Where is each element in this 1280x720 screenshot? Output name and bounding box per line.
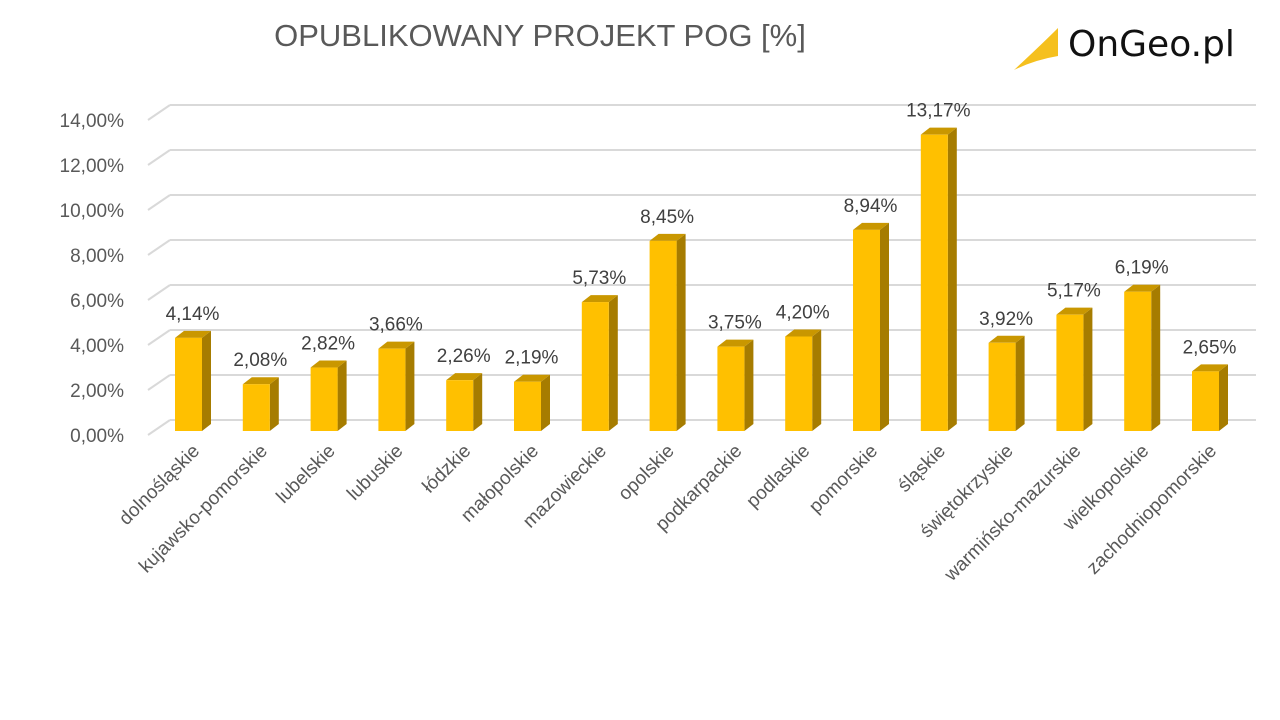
data-label: 6,19% xyxy=(1115,258,1169,279)
x-category-label: warmińsko-mazurskie xyxy=(940,441,1085,586)
bar xyxy=(310,360,347,431)
bar xyxy=(1124,284,1161,431)
bar xyxy=(175,330,211,431)
x-category-label: podlaskie xyxy=(743,441,815,513)
bar xyxy=(988,335,1025,431)
bar xyxy=(514,374,550,431)
bar xyxy=(1056,307,1093,431)
data-label: 3,92% xyxy=(979,309,1033,330)
x-category-label: łódzkie xyxy=(419,441,476,498)
y-tick-label: 4,00% xyxy=(70,336,124,357)
x-category-label: lubuskie xyxy=(343,441,407,505)
data-label: 4,20% xyxy=(776,303,830,324)
x-category-label: śląskie xyxy=(894,441,950,497)
data-label: 5,73% xyxy=(572,268,626,289)
y-tick-label: 12,00% xyxy=(60,156,125,177)
logo-text: OnGeo.pl xyxy=(1068,24,1235,65)
x-category-label: opolskie xyxy=(614,441,678,505)
data-label: 2,26% xyxy=(437,346,491,367)
data-label: 8,94% xyxy=(844,196,898,217)
bar xyxy=(581,295,618,431)
x-category-label: zachodniopomorskie xyxy=(1083,441,1221,579)
data-label: 3,66% xyxy=(369,315,423,336)
data-label: 2,82% xyxy=(301,334,355,355)
bar xyxy=(446,373,483,431)
bar xyxy=(649,233,686,431)
sail-logo-icon xyxy=(1014,28,1058,70)
x-category-label: lubelskie xyxy=(273,441,340,508)
y-axis-labels: 0,00% 2,00% 4,00% 6,00% 8,00% 10,00% 12,00% 14,… xyxy=(60,111,125,447)
data-labels: 4,14% 2,08% 2,82% 3,66% 2,26% 2,19% 5,73% 8,45%… xyxy=(166,101,1237,372)
bar xyxy=(378,341,415,431)
y-tick-label: 8,00% xyxy=(70,246,124,267)
data-label: 13,17% xyxy=(906,101,971,122)
data-label: 3,75% xyxy=(708,313,762,334)
data-label: 5,17% xyxy=(1047,281,1101,302)
ongeo-logo: OnGeo.pl xyxy=(1012,22,1252,74)
data-label: 4,14% xyxy=(166,304,220,325)
bar xyxy=(853,222,889,431)
x-category-label: kujawsko-pomorskie xyxy=(135,441,272,578)
data-label: 2,08% xyxy=(233,350,287,371)
y-tick-label: 6,00% xyxy=(70,291,124,312)
bar xyxy=(242,377,279,431)
data-label: 2,19% xyxy=(505,348,559,369)
data-label: 2,65% xyxy=(1183,337,1237,358)
x-category-label: pomorskie xyxy=(805,441,882,518)
bars xyxy=(175,127,1228,432)
bar xyxy=(717,339,754,431)
y-tick-label: 10,00% xyxy=(60,201,125,222)
bar xyxy=(1192,364,1228,431)
chart-title: OPUBLIKOWANY PROJEKT POG [%] xyxy=(274,18,806,53)
y-tick-label: 2,00% xyxy=(70,381,124,402)
data-label: 8,45% xyxy=(640,207,694,228)
y-tick-label: 0,00% xyxy=(70,426,124,447)
y-tick-label: 14,00% xyxy=(60,111,125,132)
bar xyxy=(920,127,957,432)
bar xyxy=(785,329,822,431)
